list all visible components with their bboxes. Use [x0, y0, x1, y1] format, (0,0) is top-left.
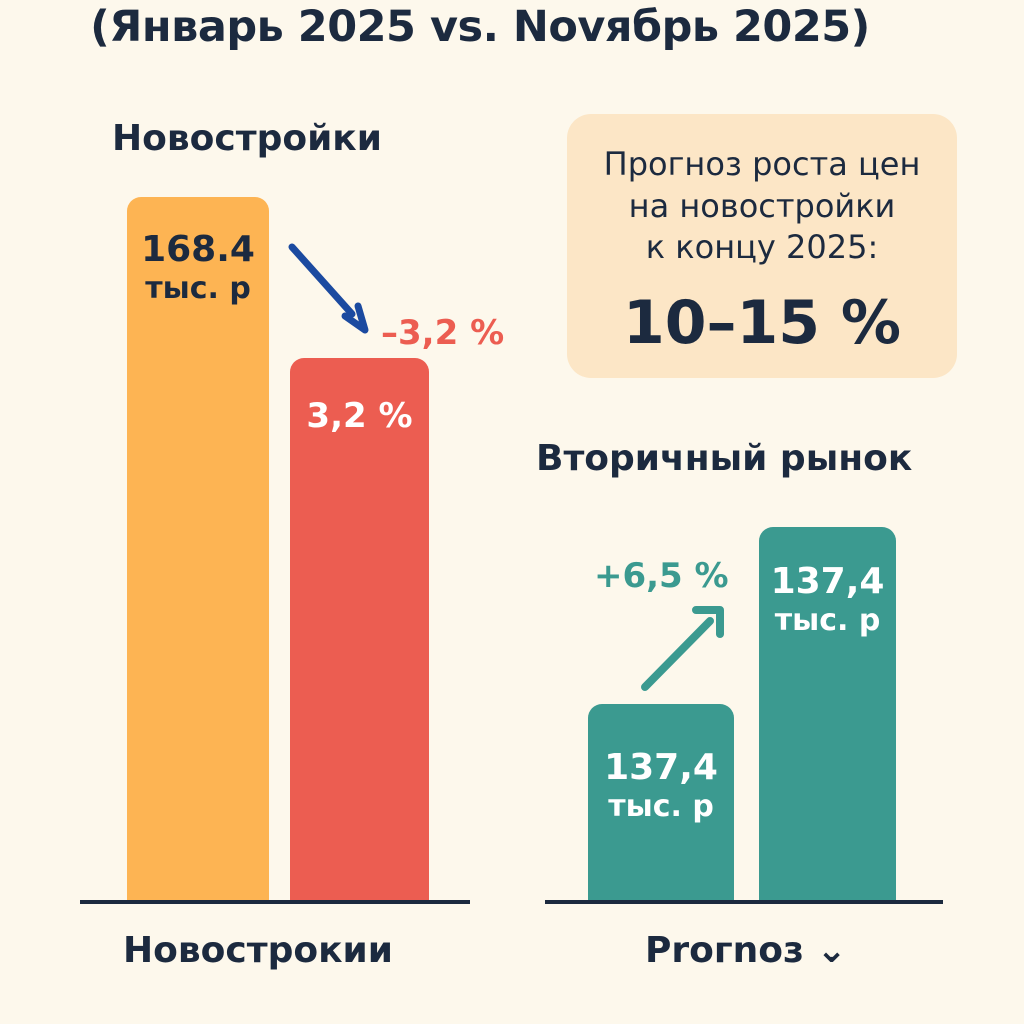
bar-unit-secondary-november: тыс. р — [774, 603, 881, 639]
bar-label-secondary-november: 137,4 тыс. р — [759, 560, 896, 639]
bar-label-new-january: 168.4 тыс. р — [127, 228, 269, 307]
bar-unit-new-january: тыс. р — [145, 271, 251, 307]
bar-label-new-november: 3,2 % — [290, 396, 429, 437]
bar-value-secondary-january: 137,4 — [604, 747, 718, 788]
forecast-line-2: на новостройки — [628, 186, 896, 225]
xlabel-right: Prогnoз ⌄ — [645, 930, 847, 971]
forecast-box — [567, 114, 957, 378]
arrow-up-icon — [641, 606, 724, 691]
bar-new-january — [127, 197, 269, 902]
forecast-value: 10–15 % — [623, 288, 901, 358]
chart-title: (Январь 2025 vs. Novябрь 2025) — [90, 2, 870, 52]
bar-label-secondary-january: 137,4 тыс. р — [588, 746, 734, 825]
bar-value-new-january: 168.4 — [141, 229, 255, 270]
bar-new-november — [290, 358, 429, 902]
baseline-left — [80, 900, 470, 904]
xlabel-left: Новострокии — [123, 930, 393, 971]
bar-value-secondary-november: 137,4 — [770, 561, 885, 602]
bar-unit-secondary-january: тыс. р — [608, 789, 714, 825]
change-label-new: –3,2 % — [381, 313, 505, 353]
bar-secondary-january — [588, 704, 734, 902]
forecast-line-1: Прогноз роста цен — [603, 145, 921, 183]
bar-value-new-november: 3,2 % — [306, 396, 413, 436]
baseline-right — [545, 900, 943, 904]
forecast-text: Прогноз роста цен на новостройки к концу… — [567, 144, 957, 269]
new-buildings-title: Новостройки — [112, 118, 382, 159]
forecast-line-3: к концу 2025: — [645, 228, 879, 267]
bar-secondary-november — [759, 527, 896, 902]
change-label-secondary: +6,5 % — [594, 556, 729, 596]
secondary-market-title: Вторичный рынок — [536, 438, 913, 479]
arrow-down-icon — [288, 243, 369, 334]
